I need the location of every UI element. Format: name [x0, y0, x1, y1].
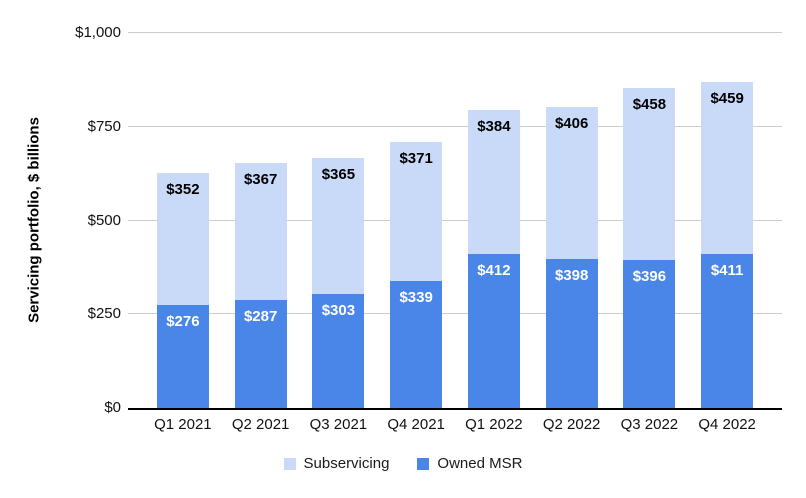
bar-segment-subservicing: $459 — [701, 81, 754, 254]
bar-segment-subservicing: $384 — [467, 109, 520, 254]
x-axis-label-q1-2021: Q1 2021 — [154, 416, 212, 433]
legend-label-owned-msr: Owned MSR — [437, 455, 523, 472]
bar-group-q4-2022: $459 $411 — [688, 33, 766, 408]
bar-value-label: $371 — [399, 149, 433, 167]
bar-segment-owned-msr: $276 — [156, 304, 209, 408]
gridline-1000 — [128, 32, 782, 33]
bar-value-label: $458 — [632, 95, 667, 113]
bar-value-label: $287 — [243, 308, 278, 326]
y-tick-label-500: $500 — [87, 211, 121, 229]
bar-value-label: $352 — [166, 180, 200, 198]
y-axis-ticks: $0 $250 $500 $750 $1,000 — [0, 24, 121, 416]
x-axis-label-q3-2021: Q3 2021 — [309, 416, 368, 433]
x-axis-label-q2-2021: Q2 2021 — [231, 416, 290, 433]
bar-segment-subservicing: $406 — [545, 106, 598, 259]
bar-value-label: $406 — [554, 114, 589, 132]
bar-group-q1-2022: $384 $412 — [455, 33, 533, 408]
bar-value-label: $339 — [399, 288, 433, 306]
bar-segment-subservicing: $365 — [312, 157, 365, 295]
bar-segment-owned-msr: $396 — [623, 259, 676, 408]
bar-segment-owned-msr: $411 — [701, 253, 754, 408]
legend-item-owned-msr: Owned MSR — [417, 455, 522, 472]
plot-area: $352 $276 $367 $287 $365 $303 $371 $339 $384 $412… — [128, 32, 782, 410]
bar-value-label: $396 — [632, 267, 667, 285]
bar-segment-subservicing: $352 — [156, 172, 209, 305]
x-axis-baseline — [128, 408, 782, 410]
gridline-250 — [128, 313, 782, 315]
x-axis-label-q2-2022: Q2 2022 — [542, 416, 601, 433]
bar-value-label: $367 — [243, 170, 278, 188]
owned-msr-swatch — [417, 457, 430, 470]
bar-value-label: $303 — [321, 302, 356, 320]
bar-segment-owned-msr: $412 — [467, 253, 520, 408]
y-tick-label-1000: $1,000 — [75, 24, 121, 41]
bar-segment-owned-msr: $303 — [312, 294, 365, 408]
x-axis-labels: Q1 2021 Q2 2021 Q3 2021 Q4 2021 Q1 2022 Q2 20… — [144, 416, 766, 433]
bar-group-q2-2022: $406 $398 — [533, 33, 611, 408]
bar-segment-subservicing: $371 — [390, 141, 443, 281]
bar-segment-owned-msr: $287 — [234, 300, 287, 408]
x-axis-label-q4-2021: Q4 2021 — [387, 416, 445, 433]
x-axis-label-q1-2022: Q1 2022 — [465, 416, 523, 433]
legend-item-subservicing: Subservicing — [283, 455, 390, 472]
y-tick-label-250: $250 — [87, 305, 121, 323]
bars-container: $352 $276 $367 $287 $365 $303 $371 $339 $384 $412… — [144, 33, 766, 408]
gridline-500 — [128, 219, 782, 221]
legend: Subservicing Owned MSR — [0, 455, 806, 472]
bar-segment-subservicing: $458 — [623, 87, 676, 260]
bar-value-label: $412 — [477, 261, 511, 279]
bar-segment-owned-msr: $339 — [390, 280, 443, 408]
subservicing-swatch — [283, 457, 296, 470]
x-axis-label-q4-2022: Q4 2022 — [698, 416, 756, 433]
bar-value-label: $398 — [554, 266, 589, 284]
bar-group-q2-2021: $367 $287 — [222, 33, 300, 408]
y-tick-label-750: $750 — [87, 117, 121, 135]
bar-value-label: $411 — [710, 261, 744, 279]
bar-value-label: $384 — [477, 117, 511, 135]
legend-label-subservicing: Subservicing — [303, 455, 390, 472]
y-tick-label-0: $0 — [104, 399, 121, 416]
bar-value-label: $276 — [166, 312, 200, 330]
gridline-750 — [128, 125, 782, 127]
bar-segment-subservicing: $367 — [234, 162, 287, 301]
x-axis-label-q3-2022: Q3 2022 — [620, 416, 679, 433]
bar-group-q1-2021: $352 $276 — [144, 33, 222, 408]
bar-group-q3-2021: $365 $303 — [300, 33, 378, 408]
bar-value-label: $459 — [710, 89, 744, 107]
bar-segment-owned-msr: $398 — [545, 258, 598, 408]
bar-group-q4-2021: $371 $339 — [377, 33, 455, 408]
bar-value-label: $365 — [321, 165, 356, 183]
bar-group-q3-2022: $458 $396 — [611, 33, 689, 408]
